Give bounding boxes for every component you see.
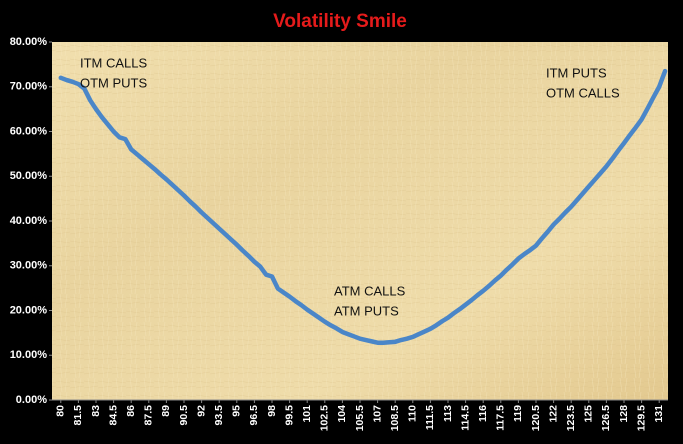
x-tick-label: 89: [160, 405, 172, 417]
x-tick-label: 108.5: [389, 405, 401, 431]
y-tick-label: 40.00%: [10, 215, 48, 227]
y-tick-label: 0.00%: [16, 394, 47, 406]
y-tick-label: 80.00%: [10, 36, 48, 48]
x-tick-label: 126.5: [600, 405, 612, 431]
x-tick-label: 128: [618, 405, 630, 423]
x-tick-label: 119: [512, 405, 524, 422]
x-tick-label: 96.5: [248, 405, 260, 426]
x-tick-label: 107: [371, 405, 383, 423]
y-tick-label: 60.00%: [10, 125, 48, 137]
x-tick-label: 83: [90, 405, 102, 417]
x-tick-label: 90.5: [178, 405, 190, 426]
x-tick-label: 122: [547, 405, 559, 423]
x-tick-label: 114.5: [459, 405, 471, 431]
x-tick-label: 86: [125, 405, 137, 417]
y-tick-label: 30.00%: [10, 260, 48, 272]
chart-title: Volatility Smile: [273, 11, 407, 32]
annotation: ITM CALLS: [80, 55, 148, 70]
y-tick-label: 70.00%: [10, 81, 48, 93]
y-tick-label: 20.00%: [10, 304, 48, 316]
x-tick-label: 120.5: [530, 405, 542, 431]
x-tick-label: 98: [266, 405, 278, 417]
x-tick-label: 81.5: [72, 405, 84, 426]
x-tick-label: 84.5: [107, 405, 119, 426]
annotation: ATM PUTS: [334, 303, 399, 318]
x-tick-label: 116: [477, 405, 489, 422]
y-tick-label: 50.00%: [10, 170, 48, 182]
line-series: [58, 68, 668, 345]
x-tick-label: 123.5: [565, 405, 577, 431]
x-tick-label: 131: [653, 405, 665, 423]
x-tick-label: 92: [195, 405, 207, 417]
annotation: OTM CALLS: [546, 85, 620, 100]
x-tick-label: 95: [231, 405, 243, 417]
x-tick-label: 105.5: [354, 405, 366, 431]
x-tick-label: 102.5: [319, 405, 331, 431]
x-tick-label: 111.5: [424, 405, 436, 430]
annotation: ATM CALLS: [334, 283, 406, 298]
x-tick-label: 113: [442, 405, 454, 422]
y-tick-label: 10.00%: [10, 349, 48, 361]
x-tick-label: 99.5: [283, 405, 295, 426]
x-tick-label: 110: [407, 405, 419, 422]
annotation: ITM PUTS: [546, 65, 607, 80]
x-tick-label: 129.5: [635, 405, 647, 431]
x-tick-label: 80: [55, 405, 67, 417]
x-tick-label: 117.5: [495, 405, 507, 431]
x-tick-label: 104: [336, 405, 348, 423]
x-tick-label: 87.5: [143, 405, 155, 426]
x-tick-label: 125: [583, 405, 595, 423]
annotation: OTM PUTS: [80, 75, 147, 90]
x-tick-label: 101: [301, 405, 313, 423]
x-tick-label: 93.5: [213, 405, 225, 426]
